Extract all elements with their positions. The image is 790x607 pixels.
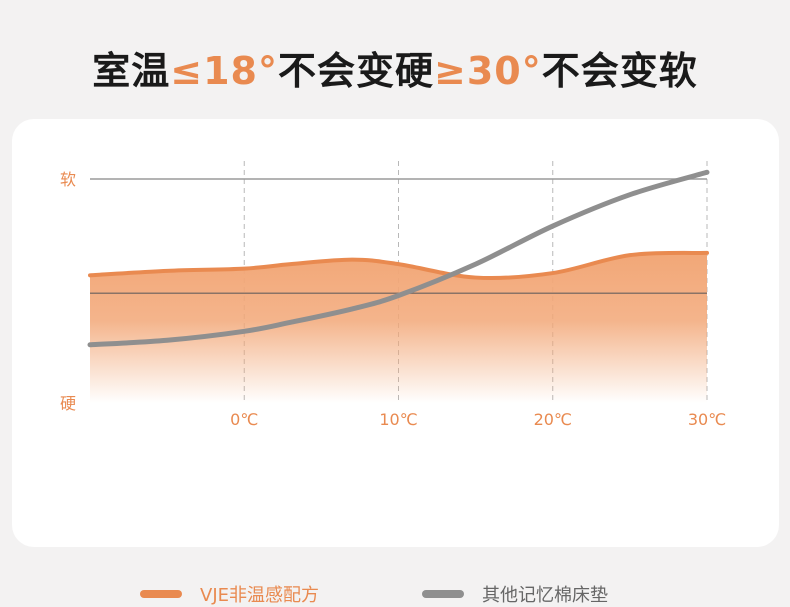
y-label-soft: 软	[60, 170, 76, 189]
x-tick-label-3: 30℃	[688, 410, 726, 429]
series-line-other	[87, 169, 710, 348]
x-tick-label-0: 0℃	[230, 410, 258, 429]
x-tick-label-2: 20℃	[534, 410, 572, 429]
x-tick-label-1: 10℃	[379, 410, 417, 429]
y-label-hard: 硬	[60, 394, 76, 413]
headline: 室温≤18°不会变硬≥30°不会变软	[0, 40, 790, 95]
legend-swatch-vje	[140, 590, 182, 598]
headline-highlight-high-temp: ≥30°	[434, 49, 542, 93]
legend-swatch-other	[422, 590, 464, 598]
series-line-vje	[88, 250, 709, 281]
chart-svg: 软硬 0℃ 10℃ 20℃ 30℃	[60, 161, 726, 429]
legend-item-other: 其他记忆棉床垫	[422, 581, 608, 607]
legend-label-vje: VJE非温感配方	[200, 585, 319, 606]
chart-card: 软硬 0℃ 10℃ 20℃ 30℃ VJE非温感配方 其他记忆棉床垫	[12, 119, 779, 606]
legend-label-other: 其他记忆棉床垫	[482, 585, 608, 606]
headline-highlight-low-temp: ≤18°	[170, 49, 278, 93]
legend-item-vje: VJE非温感配方	[140, 581, 319, 607]
headline-part-3: 不会变硬	[277, 49, 434, 93]
headline-part-5: 不会变软	[541, 49, 698, 93]
series-area-vje	[90, 252, 707, 403]
headline-part-1: 室温	[92, 49, 171, 93]
